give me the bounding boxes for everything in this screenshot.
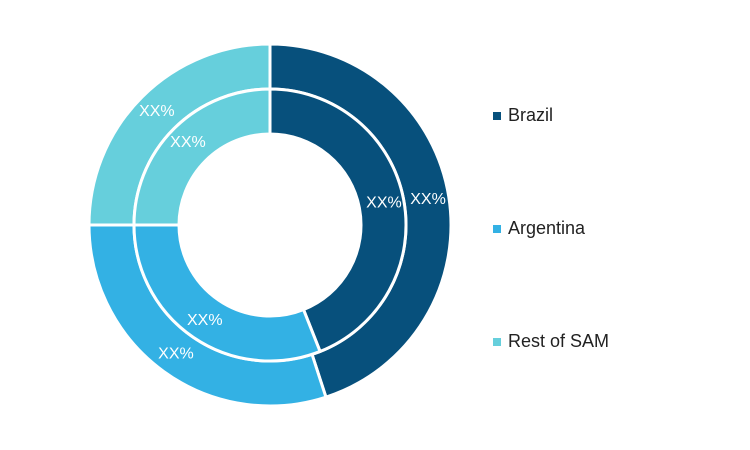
- legend-item-brazil: Brazil: [493, 105, 553, 126]
- legend-swatch-rest-of-sam: [493, 337, 501, 346]
- inner-label-argentina: XX%: [187, 312, 223, 329]
- inner-slice-rest-of-sam: [132, 87, 272, 227]
- outer-label-argentina: XX%: [158, 346, 194, 363]
- outer-label-rest-of-sam: XX%: [139, 103, 175, 120]
- legend-swatch-argentina: [493, 224, 501, 233]
- legend-item-argentina: Argentina: [493, 218, 585, 239]
- legend-swatch-brazil: [493, 111, 501, 120]
- legend-item-rest-of-sam: Rest of SAM: [493, 331, 609, 352]
- legend-label-argentina: Argentina: [508, 218, 586, 238]
- legend: Brazil Argentina Rest of SAM: [493, 0, 733, 450]
- legend-label-brazil: Brazil: [508, 105, 554, 125]
- inner-label-brazil: XX%: [366, 194, 402, 211]
- legend-label-rest-of-sam: Rest of SAM: [508, 331, 610, 351]
- inner-label-rest-of-sam: XX%: [170, 134, 206, 151]
- inner-slice-brazil: [268, 87, 408, 354]
- inner-slice-argentina: [132, 223, 323, 363]
- outer-label-brazil: XX%: [410, 191, 446, 208]
